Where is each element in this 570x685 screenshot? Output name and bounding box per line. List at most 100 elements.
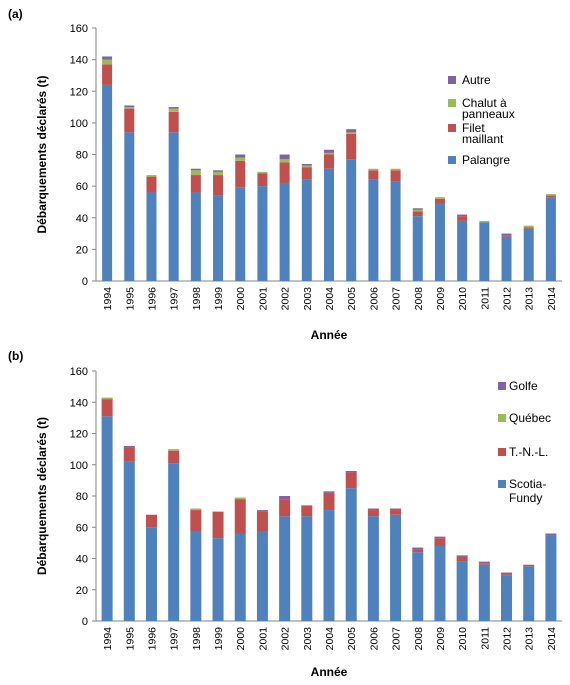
bar-segment bbox=[279, 154, 290, 160]
x-tick-label: 1996 bbox=[146, 287, 158, 311]
x-tick-label: 2004 bbox=[324, 627, 336, 651]
bar-segment bbox=[523, 564, 535, 567]
bar-segment bbox=[235, 187, 246, 281]
bar-segment bbox=[123, 447, 135, 462]
bar-segment bbox=[301, 516, 313, 621]
x-tick-label: 1996 bbox=[146, 627, 158, 651]
bar-segment bbox=[190, 192, 201, 281]
legend-swatch bbox=[448, 124, 456, 132]
bar-segment bbox=[190, 531, 202, 621]
y-tick-label: 0 bbox=[82, 276, 88, 288]
bar-segment bbox=[501, 572, 513, 575]
panel-label: (b) bbox=[8, 349, 23, 363]
bar-segment bbox=[301, 163, 312, 166]
x-tick-label: 1995 bbox=[124, 627, 136, 651]
y-tick-label: 80 bbox=[76, 150, 88, 162]
legend-item: Palangre bbox=[448, 153, 510, 167]
bar-segment bbox=[190, 175, 201, 193]
bar-segment bbox=[367, 508, 379, 511]
bar-segment bbox=[345, 472, 357, 489]
y-tick-label: 60 bbox=[76, 522, 88, 534]
legend-swatch bbox=[448, 156, 456, 164]
bar-segment bbox=[368, 179, 379, 281]
bar-segment bbox=[145, 527, 157, 621]
bar-segment bbox=[457, 220, 468, 281]
bar-segment bbox=[213, 175, 224, 196]
bar-segment bbox=[101, 397, 113, 400]
legend-item: T.-N.-L. bbox=[498, 445, 548, 459]
bar-segment bbox=[390, 510, 402, 515]
legend-item: Scotia-Fundy bbox=[498, 477, 546, 505]
bar-segment bbox=[301, 179, 312, 281]
x-tick-label: 2009 bbox=[435, 287, 447, 311]
bar-segment bbox=[279, 159, 290, 163]
legend-item: Québec bbox=[498, 411, 551, 425]
bar-segment bbox=[434, 546, 446, 621]
bar-segment bbox=[257, 173, 268, 187]
bar-segment bbox=[545, 533, 557, 536]
bar-segment bbox=[146, 175, 157, 177]
bar-segment bbox=[124, 132, 135, 281]
bar-segment bbox=[412, 216, 423, 281]
x-axis-title: Année bbox=[311, 665, 348, 679]
x-tick-label: 2012 bbox=[502, 627, 514, 651]
bar-segment bbox=[501, 236, 512, 281]
y-tick-label: 60 bbox=[76, 181, 88, 193]
bar-segment bbox=[345, 488, 357, 621]
bar-segment bbox=[168, 111, 179, 133]
bar-segment bbox=[102, 56, 113, 60]
bar-segment bbox=[213, 170, 224, 172]
legend-item: Autre bbox=[448, 73, 491, 87]
x-tick-label: 2005 bbox=[346, 627, 358, 651]
bar-segment bbox=[412, 552, 424, 621]
x-tick-label: 2000 bbox=[235, 287, 247, 311]
bar-segment bbox=[545, 535, 557, 621]
bar-segment bbox=[434, 198, 445, 204]
bar-segment bbox=[168, 463, 180, 621]
x-tick-label: 2011 bbox=[479, 287, 491, 310]
bar-segment bbox=[390, 168, 401, 171]
x-tick-label: 2007 bbox=[391, 287, 403, 311]
legend-label: Québec bbox=[509, 411, 551, 425]
x-tick-label: 1995 bbox=[124, 287, 136, 311]
bar-segment bbox=[279, 499, 291, 517]
y-tick-label: 40 bbox=[76, 554, 88, 566]
bar-segment bbox=[301, 167, 312, 180]
bar-segment bbox=[323, 491, 335, 493]
legend-label: Filet bbox=[462, 121, 485, 135]
bar-segment bbox=[234, 499, 246, 534]
bar-segment bbox=[190, 170, 201, 176]
bar-segment bbox=[434, 197, 445, 199]
bar-segment bbox=[390, 514, 402, 621]
x-tick-label: 2000 bbox=[235, 627, 247, 651]
bar-segment bbox=[101, 399, 113, 417]
y-tick-label: 40 bbox=[76, 213, 88, 225]
x-tick-label: 1997 bbox=[169, 627, 181, 651]
legend-swatch bbox=[498, 414, 506, 422]
legend-label: Scotia- bbox=[509, 477, 546, 491]
bar-segment bbox=[457, 216, 468, 221]
bar-segment bbox=[235, 157, 246, 161]
bar-segment bbox=[412, 209, 423, 212]
x-tick-label: 2006 bbox=[368, 627, 380, 651]
x-tick-label: 1999 bbox=[213, 627, 225, 651]
legend-swatch bbox=[498, 480, 506, 488]
y-axis-title: Débarquements déclarés (t) bbox=[35, 417, 49, 575]
x-tick-label: 2001 bbox=[257, 627, 269, 651]
legend-label: maillant bbox=[462, 132, 504, 146]
x-tick-label: 2010 bbox=[457, 287, 469, 311]
y-tick-label: 20 bbox=[76, 244, 88, 256]
bar-segment bbox=[479, 220, 490, 223]
bar-segment bbox=[168, 107, 179, 109]
bar-segment bbox=[457, 214, 468, 217]
bar-segment bbox=[367, 516, 379, 621]
y-tick-label: 100 bbox=[70, 460, 88, 472]
bar-segment bbox=[123, 461, 135, 621]
x-tick-label: 2013 bbox=[524, 627, 536, 651]
bar-segment bbox=[124, 105, 135, 108]
bar-segment bbox=[323, 492, 335, 511]
y-tick-label: 20 bbox=[76, 585, 88, 597]
x-tick-label: 2011 bbox=[479, 627, 491, 650]
bar-segment bbox=[190, 168, 201, 171]
